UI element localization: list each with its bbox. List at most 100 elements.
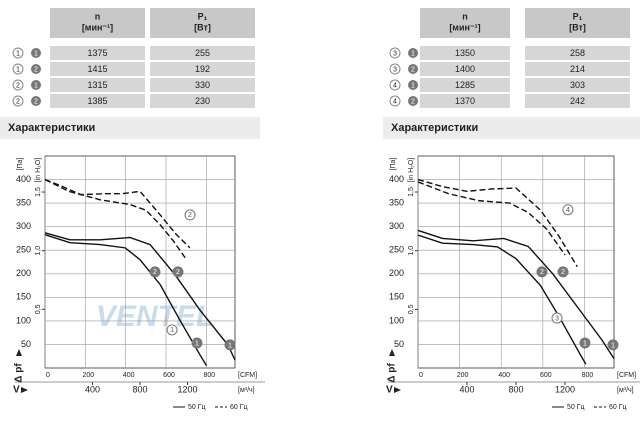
table-cell [150, 62, 255, 76]
marker-outline [389, 47, 401, 59]
y-label: Δ pf [387, 363, 398, 383]
y-label: Δ pf [14, 363, 25, 383]
table-header [150, 8, 255, 38]
marker-filled [31, 48, 41, 58]
x2-unit: [CFM] [238, 372, 257, 379]
x2-tick-label: 400 [498, 372, 510, 379]
callout [557, 266, 569, 278]
table-cell [420, 94, 510, 108]
marker-label: 1 [16, 50, 20, 57]
callout [184, 209, 196, 221]
table-cell [50, 62, 145, 76]
table-cell [420, 46, 510, 60]
x2-tick-label: 0 [46, 372, 50, 379]
callout-label: 1 [583, 340, 587, 347]
marker-label: 1 [411, 82, 415, 89]
marker-outline [389, 95, 401, 107]
table-cell [525, 62, 630, 76]
power-value: 192 [195, 64, 210, 74]
marker-filled [408, 80, 418, 90]
y-tick-label: 350 [389, 197, 404, 207]
table-cell [525, 78, 630, 92]
callout [172, 266, 184, 278]
speed-value: 1350 [455, 48, 475, 58]
speed-value: 1385 [87, 96, 107, 106]
callout-label: 4 [566, 207, 570, 214]
marker-outline [12, 95, 24, 107]
arrow [21, 387, 28, 393]
x2-unit: [CFM] [617, 372, 636, 379]
table-header [525, 8, 630, 38]
power-value: 330 [195, 80, 210, 90]
y-tick-label: 100 [389, 315, 404, 325]
table-cell [150, 78, 255, 92]
marker-label: 1 [34, 82, 38, 89]
y-tick-label: 250 [389, 245, 404, 255]
marker-outline [389, 63, 401, 75]
callout-label: 1 [195, 340, 199, 347]
x-tick-label: 1200 [555, 384, 575, 394]
x2-tick-label: 800 [204, 372, 216, 379]
curve [44, 178, 191, 249]
marker-label: 2 [411, 98, 415, 105]
header-label: [мин⁻¹] [449, 22, 480, 32]
callout-label: 2 [176, 269, 180, 276]
callout-label: 3 [555, 315, 559, 322]
callout-label: 1 [228, 342, 232, 349]
marker-filled [31, 64, 41, 74]
header-label: [Вт] [569, 22, 586, 32]
callout [607, 339, 619, 351]
table-cell [150, 46, 255, 60]
power-value: 258 [570, 48, 585, 58]
y2-tick-label: 0,5 [35, 304, 42, 314]
table-cell [420, 78, 510, 92]
marker-label: 4 [393, 82, 397, 89]
x-unit: [м³/ч] [238, 387, 255, 394]
y-tick-label: 300 [389, 221, 404, 231]
marker-outline [12, 63, 24, 75]
callout [149, 266, 161, 278]
x2-tick-label: 800 [582, 372, 594, 379]
x-label: V [386, 385, 393, 396]
header-label: n [462, 11, 468, 21]
marker-outline [389, 79, 401, 91]
callout-label: 2 [540, 269, 544, 276]
power-value: 242 [570, 96, 585, 106]
callout-label: 1 [611, 342, 615, 349]
header-label: n [95, 11, 101, 21]
speed-value: 1375 [87, 48, 107, 58]
y2-tick-label: 1,0 [408, 246, 415, 256]
table-cell [50, 46, 145, 60]
curve [417, 234, 587, 365]
curve [417, 181, 566, 256]
speed-value: 1370 [455, 96, 475, 106]
header-label: [мин⁻¹] [82, 22, 113, 32]
speed-value: 1315 [87, 80, 107, 90]
speed-value: 1285 [455, 80, 475, 90]
header-label: P₁ [198, 11, 208, 21]
power-value: 230 [195, 96, 210, 106]
power-value: 214 [570, 64, 585, 74]
arrow [394, 387, 401, 393]
y-tick-label: 400 [389, 174, 404, 184]
arrow [389, 349, 395, 356]
callout [224, 339, 236, 351]
callout-label: 2 [153, 269, 157, 276]
power-value: 303 [570, 80, 585, 90]
marker-label: 3 [393, 50, 397, 57]
header-label: P₁ [573, 11, 583, 21]
marker-filled [31, 96, 41, 106]
y2-unit: [in H₂O] [408, 158, 415, 183]
marker-label: 2 [16, 98, 20, 105]
marker-label: 2 [34, 98, 38, 105]
legend-label: 50 Гц [188, 404, 206, 411]
marker-label: 4 [393, 98, 397, 105]
x-tick-label: 400 [459, 384, 474, 394]
y-tick-label: 350 [16, 197, 31, 207]
y-tick-label: 150 [389, 292, 404, 302]
section-bar [0, 117, 260, 139]
marker-label: 2 [411, 66, 415, 73]
table-cell [525, 46, 630, 60]
